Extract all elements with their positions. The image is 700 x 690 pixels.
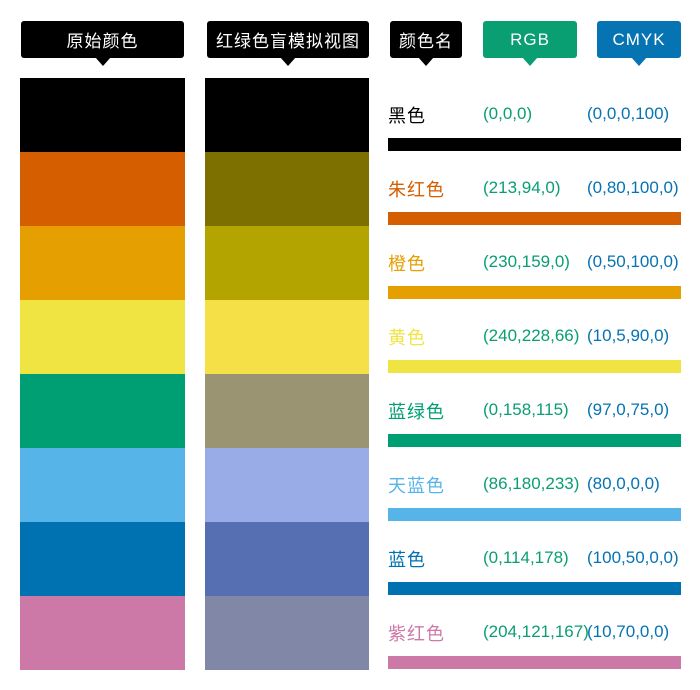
rgb-value: (204,121,167) xyxy=(483,622,589,641)
simulated-swatch xyxy=(205,152,369,226)
color-info-rows: 黑色 (0,0,0) (0,0,0,100) 朱红色 (213,94,0) (0… xyxy=(388,78,681,670)
simulated-swatch xyxy=(205,522,369,596)
color-name-label: 橙色 xyxy=(388,254,426,274)
rgb-value: (86,180,233) xyxy=(483,474,580,493)
original-swatch xyxy=(20,152,185,226)
cmyk-value: (10,70,0,0) xyxy=(587,622,670,641)
color-underline-bar xyxy=(388,508,681,521)
color-name-label: 蓝色 xyxy=(388,550,426,570)
original-swatch xyxy=(20,300,185,374)
original-swatch xyxy=(20,226,185,300)
header-badge-label: 颜色名 xyxy=(399,32,453,51)
header-badge-label: 原始颜色 xyxy=(66,32,139,51)
color-name-label: 黑色 xyxy=(388,106,426,126)
color-name-label: 黄色 xyxy=(388,328,426,348)
simulated-swatch xyxy=(205,448,369,522)
simulated-swatch xyxy=(205,300,369,374)
color-underline-bar xyxy=(388,138,681,151)
colorblind-simulated-strip xyxy=(205,78,369,670)
color-name-label: 蓝绿色 xyxy=(388,402,445,422)
color-row: 蓝色 (0,114,178) (100,50,0,0) xyxy=(388,522,681,596)
color-row: 黄色 (240,228,66) (10,5,90,0) xyxy=(388,300,681,374)
color-underline-bar xyxy=(388,286,681,299)
original-swatch xyxy=(20,78,185,152)
original-swatch xyxy=(20,596,185,670)
header-badge: 颜色名 xyxy=(390,21,462,66)
simulated-swatch xyxy=(205,226,369,300)
rgb-value: (0,114,178) xyxy=(483,548,569,567)
rgb-value: (213,94,0) xyxy=(483,178,561,197)
header-badge-label: CMYK xyxy=(612,29,666,49)
cmyk-value: (80,0,0,0) xyxy=(587,474,660,493)
header-badge-label: 红绿色盲模拟视图 xyxy=(216,32,360,51)
header-badge: RGB xyxy=(483,21,577,66)
color-underline-bar xyxy=(388,434,681,447)
original-color-strip xyxy=(20,78,185,670)
rgb-value: (0,0,0) xyxy=(483,104,533,123)
color-row: 紫红色 (204,121,167) (10,70,0,0) xyxy=(388,596,681,670)
color-name-label: 天蓝色 xyxy=(388,476,445,496)
color-underline-bar xyxy=(388,212,681,225)
badge-pointer-icon xyxy=(280,57,296,66)
color-name-label: 朱红色 xyxy=(388,180,445,200)
color-underline-bar xyxy=(388,360,681,373)
rgb-value: (240,228,66) xyxy=(483,326,580,345)
color-row: 天蓝色 (86,180,233) (80,0,0,0) xyxy=(388,448,681,522)
header-badge: 红绿色盲模拟视图 xyxy=(207,21,369,66)
badge-pointer-icon xyxy=(522,57,538,66)
cmyk-value: (0,80,100,0) xyxy=(587,178,679,197)
header-badge-label: RGB xyxy=(510,29,550,49)
cmyk-value: (10,5,90,0) xyxy=(587,326,670,345)
color-row: 黑色 (0,0,0) (0,0,0,100) xyxy=(388,78,681,152)
simulated-swatch xyxy=(205,596,369,670)
original-swatch xyxy=(20,522,185,596)
color-row: 朱红色 (213,94,0) (0,80,100,0) xyxy=(388,152,681,226)
original-swatch xyxy=(20,374,185,448)
color-name-label: 紫红色 xyxy=(388,624,445,644)
cmyk-value: (0,50,100,0) xyxy=(587,252,679,271)
color-underline-bar xyxy=(388,582,681,595)
color-row: 蓝绿色 (0,158,115) (97,0,75,0) xyxy=(388,374,681,448)
badge-pointer-icon xyxy=(418,57,434,66)
cmyk-value: (0,0,0,100) xyxy=(587,104,670,123)
simulated-swatch xyxy=(205,78,369,152)
badge-pointer-icon xyxy=(631,57,647,66)
cmyk-value: (100,50,0,0) xyxy=(587,548,679,567)
cmyk-value: (97,0,75,0) xyxy=(587,400,670,419)
rgb-value: (0,158,115) xyxy=(483,400,569,419)
simulated-swatch xyxy=(205,374,369,448)
badge-pointer-icon xyxy=(94,57,111,66)
header-badge: 原始颜色 xyxy=(21,21,184,66)
color-underline-bar xyxy=(388,656,681,669)
original-swatch xyxy=(20,448,185,522)
color-row: 橙色 (230,159,0) (0,50,100,0) xyxy=(388,226,681,300)
rgb-value: (230,159,0) xyxy=(483,252,570,271)
header-badge: CMYK xyxy=(597,21,681,66)
